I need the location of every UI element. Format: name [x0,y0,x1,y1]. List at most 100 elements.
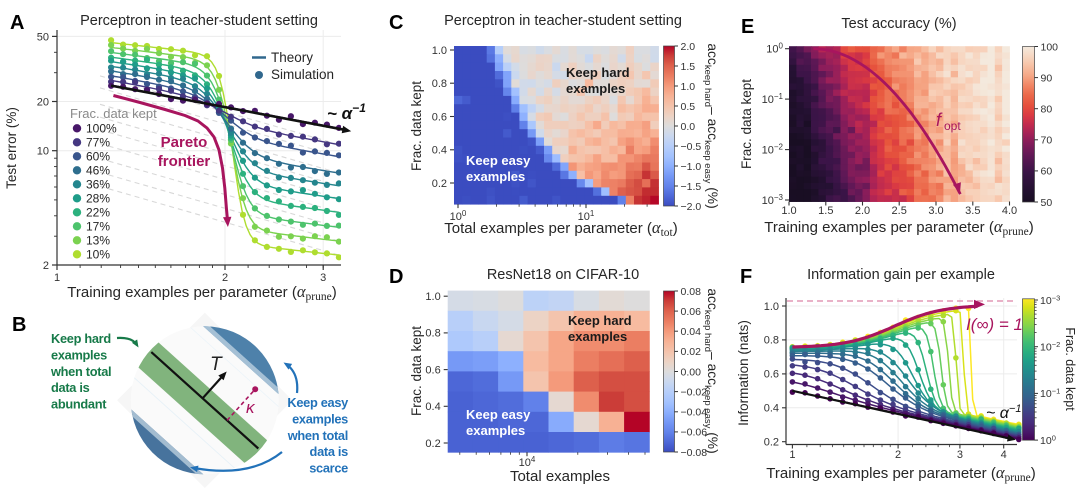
svg-text:10−2: 10−2 [762,142,784,156]
svg-text:when total: when total [50,364,111,379]
svg-text:1: 1 [54,272,60,284]
svg-text:20: 20 [37,97,49,109]
svg-text:B: B [12,314,26,336]
svg-text:0.8: 0.8 [764,335,779,347]
svg-text:3: 3 [957,449,963,461]
svg-text:acckeep hard– acckeep easy (%): acckeep hard– acckeep easy (%) [702,43,720,208]
svg-text:10−2: 10−2 [1040,340,1060,354]
svg-text:4: 4 [1001,449,1007,461]
svg-text:2: 2 [43,260,49,272]
svg-text:Perceptron in teacher-student: Perceptron in teacher-student setting [80,13,318,29]
svg-text:28%: 28% [86,192,110,206]
svg-text:0.4: 0.4 [425,401,440,413]
svg-text:10−1: 10−1 [1040,387,1060,401]
svg-text:100%: 100% [86,122,117,136]
svg-text:104: 104 [519,455,536,469]
svg-text:examples: examples [568,329,627,344]
svg-text:0.2: 0.2 [764,437,779,449]
svg-text:0.0: 0.0 [681,121,696,133]
svg-text:Frac. data kept: Frac. data kept [409,326,424,416]
svg-text:Training examples per paramete: Training examples per parameter (αprune) [766,463,1035,484]
svg-text:0.8: 0.8 [425,328,440,340]
svg-text:0.4: 0.4 [432,145,447,157]
svg-text:1.0: 1.0 [425,291,440,303]
svg-text:2: 2 [222,272,228,284]
svg-text:0.00: 0.00 [681,366,702,378]
svg-text:κ: κ [246,398,256,417]
svg-text:Keep easy: Keep easy [287,395,349,410]
svg-text:2.0: 2.0 [681,41,696,53]
svg-text:50: 50 [37,31,49,43]
svg-text:Information gain per example: Information gain per example [807,267,995,283]
svg-text:90: 90 [1041,72,1053,84]
svg-text:46%: 46% [86,164,110,178]
svg-text:0.8: 0.8 [432,78,447,90]
svg-text:F: F [740,266,752,288]
svg-text:1.5: 1.5 [681,61,696,73]
svg-text:when total: when total [287,428,348,443]
svg-text:Frac. data kept: Frac. data kept [70,106,157,121]
svg-text:0.6: 0.6 [425,364,440,376]
svg-text:77%: 77% [86,136,110,150]
svg-text:Information (nats): Information (nats) [736,320,751,426]
svg-text:ResNet18 on CIFAR-10: ResNet18 on CIFAR-10 [487,267,639,283]
svg-text:17%: 17% [86,220,110,234]
svg-text:Test accuracy (%): Test accuracy (%) [841,16,956,32]
svg-text:10: 10 [37,146,49,158]
svg-text:10−3: 10−3 [1040,293,1060,307]
svg-text:−0.06: −0.06 [681,427,708,439]
svg-text:Perceptron in teacher-student: Perceptron in teacher-student setting [444,13,682,29]
svg-text:10−3: 10−3 [762,193,784,207]
svg-text:abundant: abundant [51,397,107,412]
svg-text:0.2: 0.2 [425,438,440,450]
svg-text:1.0: 1.0 [764,301,779,313]
svg-text:0.6: 0.6 [764,369,779,381]
svg-text:Frac. data kept: Frac. data kept [409,81,424,171]
svg-text:examples: examples [466,423,525,438]
svg-text:13%: 13% [86,234,110,248]
svg-text:2.5: 2.5 [892,205,907,217]
svg-text:50: 50 [1041,197,1053,209]
svg-text:Training examples per paramete: Training examples per parameter (αprune) [764,217,1033,238]
svg-text:−1.5: −1.5 [681,181,702,193]
svg-text:Total examples: Total examples [510,468,610,485]
svg-text:I(∞) = 1: I(∞) = 1 [966,315,1023,334]
svg-text:100: 100 [1040,433,1056,447]
svg-text:C: C [389,12,403,34]
svg-text:0.2: 0.2 [432,178,447,190]
svg-text:1.0: 1.0 [781,205,796,217]
svg-text:−0.04: −0.04 [681,407,708,419]
svg-text:1.0: 1.0 [432,45,447,57]
svg-text:A: A [10,12,24,34]
svg-text:100: 100 [1041,41,1059,53]
svg-text:3: 3 [320,272,326,284]
svg-text:T: T [210,354,223,375]
svg-text:10%: 10% [86,248,110,262]
svg-text:~ α−1: ~ α−1 [327,101,366,123]
svg-text:0.04: 0.04 [681,326,702,338]
svg-text:Frac. data kept: Frac. data kept [739,79,754,169]
svg-text:2: 2 [895,449,901,461]
svg-text:0.5: 0.5 [681,101,696,113]
svg-text:Simulation: Simulation [271,67,334,82]
svg-text:2.0: 2.0 [855,205,870,217]
svg-text:Frac. data kept: Frac. data kept [1063,327,1077,411]
svg-text:Keep hard: Keep hard [51,331,111,346]
svg-text:−1.0: −1.0 [681,161,702,173]
svg-text:4.0: 4.0 [1002,205,1017,217]
svg-text:36%: 36% [86,178,110,192]
svg-text:Keep hard: Keep hard [566,65,630,80]
svg-text:Total examples per parameter (: Total examples per parameter (αtot) [444,218,677,239]
svg-text:D: D [389,266,403,288]
svg-text:Pareto: Pareto [161,134,208,151]
svg-text:10−1: 10−1 [762,92,784,106]
svg-text:Keep easy: Keep easy [466,153,531,168]
svg-text:3.0: 3.0 [928,205,943,217]
svg-text:scarce: scarce [309,461,348,476]
svg-text:1: 1 [789,449,795,461]
svg-text:opt: opt [944,119,961,133]
svg-text:22%: 22% [86,206,110,220]
svg-text:0.4: 0.4 [764,403,779,415]
svg-text:3.5: 3.5 [965,205,980,217]
svg-text:data is: data is [51,380,90,395]
